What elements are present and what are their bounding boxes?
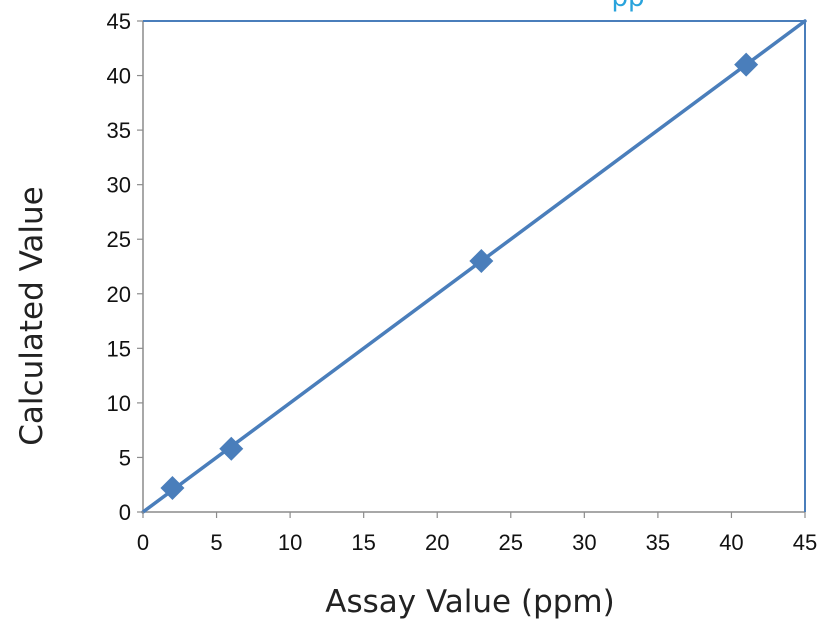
x-tick-label: 15 xyxy=(351,530,375,555)
y-axis-title: Calculated Value xyxy=(14,186,50,445)
x-tick-label: 35 xyxy=(646,530,670,555)
x-tick-label: 25 xyxy=(499,530,523,555)
y-tick-label: 40 xyxy=(107,64,131,89)
x-tick-label: 10 xyxy=(278,530,302,555)
y-tick-label: 35 xyxy=(107,118,131,143)
y-tick-label: 0 xyxy=(119,500,131,525)
y-tick-label: 5 xyxy=(119,445,131,470)
clipped-header-text: pp xyxy=(611,0,644,13)
y-tick-label: 45 xyxy=(107,9,131,34)
y-tick-label: 20 xyxy=(107,282,131,307)
data-point xyxy=(160,475,185,500)
x-tick-label: 0 xyxy=(137,530,149,555)
x-axis-title: Assay Value (ppm) xyxy=(325,584,614,620)
data-point xyxy=(219,436,244,461)
reference-line xyxy=(141,19,807,514)
data-point xyxy=(734,52,759,77)
y-tick-label: 15 xyxy=(107,336,131,361)
x-tick-label: 5 xyxy=(210,530,222,555)
y-tick-label: 30 xyxy=(107,173,131,198)
x-tick-label: 20 xyxy=(425,530,449,555)
y-tick-label: 10 xyxy=(107,391,131,416)
data-point xyxy=(469,249,494,274)
x-tick-label: 45 xyxy=(793,530,817,555)
y-tick-label: 25 xyxy=(107,227,131,252)
x-tick-label: 30 xyxy=(572,530,596,555)
x-tick-label: 40 xyxy=(719,530,743,555)
